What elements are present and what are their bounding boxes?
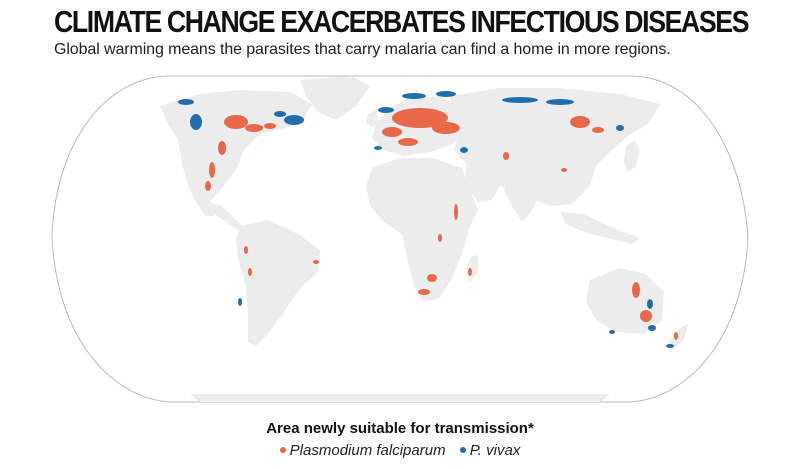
- legend-item-falciparum: Plasmodium falciparum: [279, 442, 446, 460]
- vivax-area: [666, 344, 674, 348]
- falciparum-area: [248, 268, 252, 276]
- legend-items: Plasmodium falciparum P. vivax: [0, 442, 800, 460]
- vivax-area: [284, 115, 304, 125]
- falciparum-area: [418, 289, 430, 295]
- falciparum-area: [224, 115, 248, 129]
- falciparum-area: [468, 268, 472, 276]
- africa: [366, 158, 478, 302]
- vivax-area: [502, 97, 538, 103]
- southeast-asia: [560, 212, 640, 244]
- legend-item-vivax: P. vivax: [459, 442, 521, 460]
- uk: [366, 110, 378, 128]
- vivax-area: [190, 114, 202, 130]
- orange-dot-icon: [279, 447, 286, 454]
- india: [504, 178, 540, 222]
- legend-title: Area newly suitable for transmission*: [266, 420, 534, 437]
- falciparum-area: [503, 152, 509, 160]
- falciparum-area: [392, 108, 448, 128]
- vivax-regions: [178, 91, 674, 348]
- falciparum-area: [205, 181, 211, 191]
- falciparum-area: [561, 168, 567, 172]
- vivax-area: [374, 146, 382, 150]
- falciparum-area: [454, 204, 458, 220]
- vivax-area: [648, 325, 656, 331]
- vivax-area: [647, 299, 653, 309]
- falciparum-area: [570, 116, 590, 128]
- arabia: [466, 166, 500, 202]
- antarctica: [190, 394, 610, 402]
- falciparum-area: [674, 332, 678, 340]
- falciparum-area: [382, 127, 402, 137]
- falciparum-area: [313, 260, 319, 264]
- falciparum-area: [592, 127, 604, 133]
- legend-label-vivax: P. vivax: [469, 442, 521, 459]
- world-map: [0, 66, 800, 412]
- blue-dot-icon: [459, 447, 466, 454]
- falciparum-area: [640, 310, 652, 322]
- falciparum-area: [245, 124, 263, 132]
- greenland: [300, 76, 370, 120]
- vivax-area: [178, 99, 194, 105]
- south-america: [236, 220, 320, 346]
- falciparum-area: [398, 138, 418, 146]
- falciparum-area: [427, 274, 437, 282]
- vivax-area: [402, 93, 426, 99]
- falciparum-area: [632, 282, 640, 298]
- vivax-area: [546, 99, 574, 105]
- vivax-area: [274, 111, 286, 117]
- vivax-area: [436, 91, 456, 97]
- falciparum-area: [432, 122, 460, 134]
- japan: [624, 140, 640, 172]
- falciparum-regions: [205, 108, 678, 340]
- legend: Area newly suitable for transmission* Pl…: [0, 420, 800, 460]
- vivax-area: [609, 330, 615, 334]
- headline: CLIMATE CHANGE EXACERBATES INFECTIOUS DI…: [54, 4, 749, 39]
- falciparum-area: [218, 141, 226, 155]
- falciparum-area: [264, 123, 276, 129]
- legend-label-falciparum: Plasmodium falciparum: [289, 442, 446, 459]
- asia: [450, 88, 660, 206]
- vivax-area: [378, 107, 394, 113]
- new-zealand: [668, 324, 688, 350]
- vivax-area: [238, 298, 242, 306]
- falciparum-area: [209, 162, 215, 178]
- vivax-area: [460, 147, 468, 153]
- falciparum-area: [438, 234, 442, 242]
- world-map-svg: [51, 75, 749, 403]
- falciparum-area: [244, 246, 248, 254]
- vivax-area: [616, 125, 624, 131]
- subheadline: Global warming means the parasites that …: [54, 41, 671, 58]
- central-america: [208, 202, 242, 230]
